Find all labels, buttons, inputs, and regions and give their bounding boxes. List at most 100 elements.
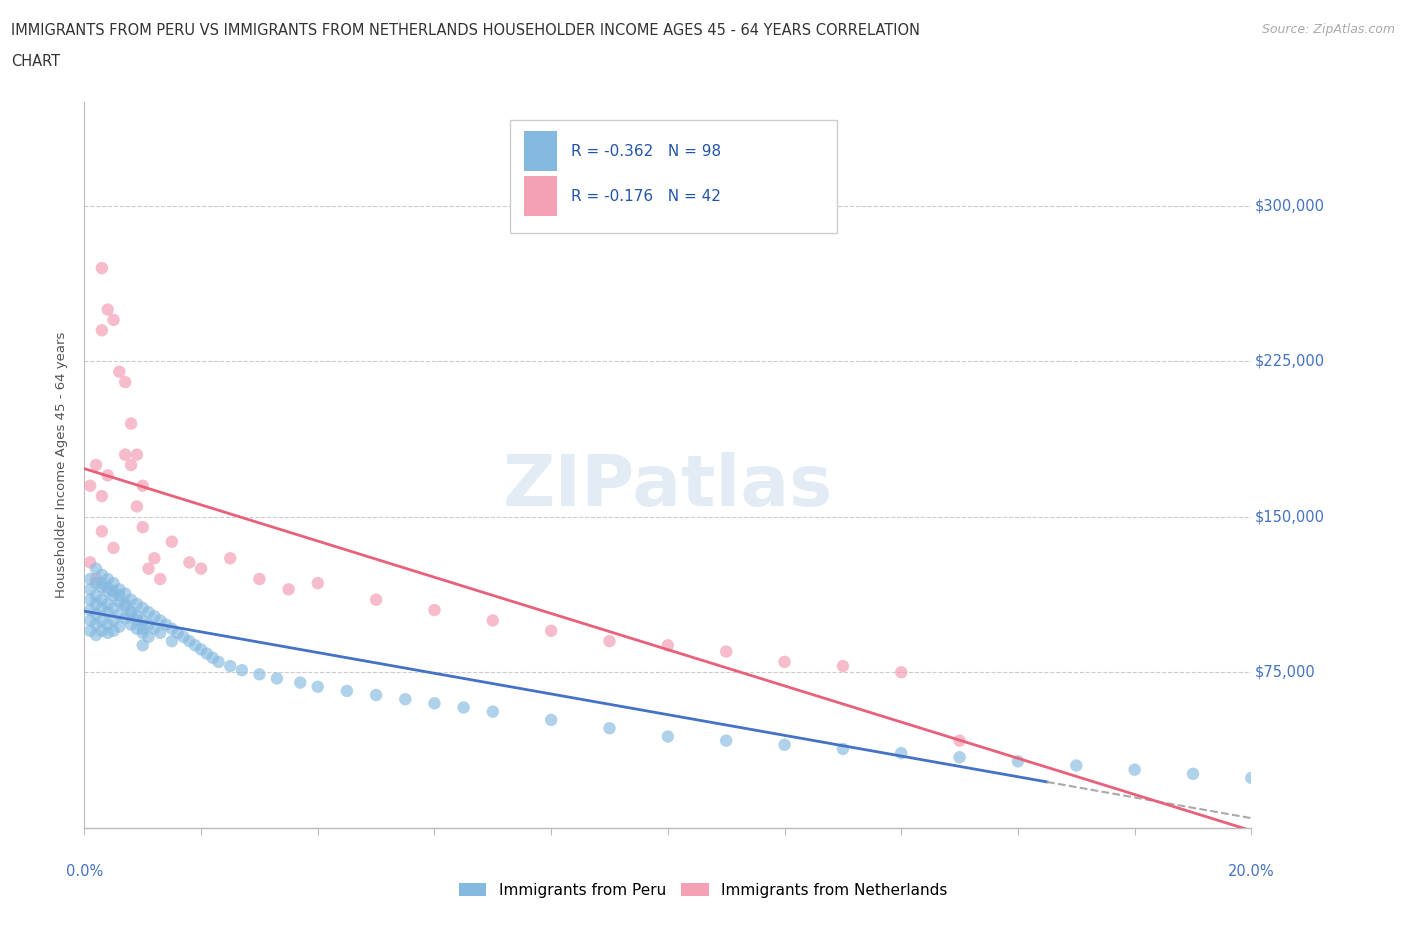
- Point: [173, 630, 195, 644]
- Point: [138, 604, 160, 619]
- Point: [108, 594, 131, 609]
- Point: [453, 700, 475, 715]
- Point: [114, 596, 136, 611]
- Point: [97, 596, 120, 611]
- Point: [190, 561, 212, 576]
- Text: $75,000: $75,000: [1254, 665, 1316, 680]
- Text: ZIPatlas: ZIPatlas: [503, 452, 832, 521]
- Point: [266, 671, 288, 686]
- Point: [97, 618, 120, 632]
- Legend: Immigrants from Peru, Immigrants from Netherlands: Immigrants from Peru, Immigrants from Ne…: [453, 876, 953, 904]
- Text: 20.0%: 20.0%: [1227, 864, 1275, 879]
- Point: [195, 646, 218, 661]
- Point: [90, 524, 112, 538]
- Point: [336, 684, 359, 698]
- Point: [84, 618, 107, 632]
- Point: [108, 365, 131, 379]
- Point: [125, 613, 148, 628]
- Point: [160, 633, 183, 648]
- Point: [84, 628, 107, 643]
- Point: [84, 572, 107, 587]
- Point: [97, 579, 120, 594]
- Point: [132, 478, 155, 493]
- Point: [103, 312, 125, 327]
- Text: CHART: CHART: [11, 54, 60, 69]
- Point: [832, 658, 855, 673]
- Point: [160, 534, 183, 549]
- Point: [481, 613, 505, 628]
- Point: [90, 260, 112, 275]
- Point: [190, 642, 212, 657]
- Point: [120, 416, 142, 431]
- Point: [231, 663, 253, 678]
- Point: [657, 638, 679, 653]
- Point: [540, 712, 562, 727]
- Bar: [524, 131, 557, 171]
- Point: [90, 576, 112, 591]
- Point: [394, 692, 416, 707]
- Point: [132, 626, 155, 641]
- Point: [103, 576, 125, 591]
- Point: [149, 572, 172, 587]
- Point: [714, 644, 737, 659]
- Point: [1181, 766, 1204, 781]
- Point: [832, 741, 855, 756]
- Text: R = -0.176   N = 42: R = -0.176 N = 42: [571, 189, 721, 204]
- Point: [184, 638, 207, 653]
- Point: [97, 572, 120, 587]
- Bar: [524, 176, 557, 216]
- Point: [120, 604, 142, 619]
- Point: [79, 623, 101, 638]
- Point: [114, 599, 136, 614]
- Point: [657, 729, 679, 744]
- Point: [290, 675, 312, 690]
- Point: [138, 618, 160, 632]
- Point: [90, 592, 112, 607]
- Point: [138, 561, 160, 576]
- Point: [599, 721, 621, 736]
- Point: [97, 584, 120, 599]
- Y-axis label: Householder Income Ages 45 - 64 years: Householder Income Ages 45 - 64 years: [55, 332, 69, 598]
- Point: [103, 601, 125, 616]
- Point: [79, 478, 101, 493]
- Point: [103, 623, 125, 638]
- Point: [1240, 771, 1263, 786]
- Point: [79, 613, 101, 628]
- Point: [103, 540, 125, 555]
- Point: [132, 621, 155, 636]
- Point: [219, 658, 242, 673]
- Point: [132, 613, 155, 628]
- Point: [1123, 763, 1146, 777]
- Point: [143, 621, 166, 636]
- Point: [120, 592, 142, 607]
- Point: [114, 447, 136, 462]
- Point: [108, 606, 131, 621]
- Point: [79, 555, 101, 570]
- Point: [79, 572, 101, 587]
- Point: [160, 621, 183, 636]
- Point: [307, 679, 329, 694]
- Point: [90, 601, 112, 616]
- Point: [90, 623, 112, 638]
- Point: [773, 655, 796, 670]
- Point: [423, 603, 446, 618]
- Text: $225,000: $225,000: [1254, 354, 1324, 369]
- Point: [219, 551, 242, 565]
- Point: [90, 567, 112, 582]
- Point: [277, 582, 299, 597]
- Point: [108, 588, 131, 603]
- Point: [143, 609, 166, 624]
- Point: [125, 499, 148, 514]
- Point: [90, 488, 112, 503]
- Point: [714, 733, 737, 748]
- Point: [132, 520, 155, 535]
- Point: [948, 733, 970, 748]
- Point: [132, 638, 155, 653]
- Point: [90, 613, 112, 628]
- Point: [120, 458, 142, 472]
- Point: [201, 650, 224, 665]
- Point: [97, 302, 120, 317]
- Point: [125, 596, 148, 611]
- Point: [481, 704, 505, 719]
- Point: [149, 613, 172, 628]
